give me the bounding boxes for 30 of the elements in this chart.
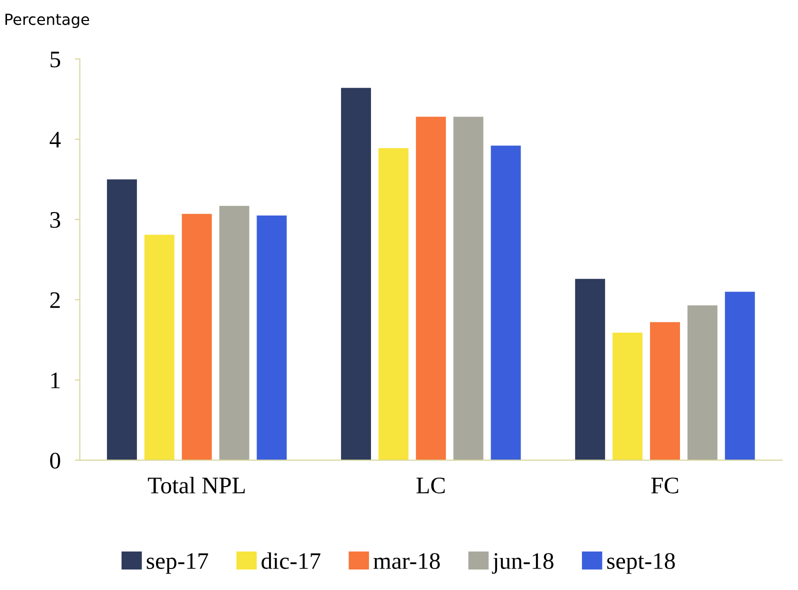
y-tick-label: 4 bbox=[50, 132, 61, 148]
bar bbox=[341, 88, 371, 460]
bar bbox=[378, 148, 408, 460]
bar bbox=[144, 234, 174, 460]
x-tick-label: Total NPL bbox=[148, 476, 245, 494]
x-tick-label: FC bbox=[651, 478, 678, 494]
y-tick-label: 0 bbox=[50, 452, 60, 469]
bar bbox=[219, 206, 250, 460]
bar bbox=[650, 322, 680, 460]
y-tick-label: 5 bbox=[50, 52, 60, 68]
bar bbox=[182, 214, 212, 460]
bar bbox=[724, 292, 755, 460]
bar bbox=[106, 179, 137, 460]
legend-label: sept-18 bbox=[607, 553, 675, 574]
bar bbox=[687, 305, 718, 460]
legend-label: dic-17 bbox=[262, 552, 320, 570]
bar bbox=[575, 278, 606, 460]
bar bbox=[612, 332, 643, 460]
legend-label: sep-17 bbox=[146, 553, 208, 574]
legend-label: mar-18 bbox=[374, 553, 440, 570]
legend-label: jun-18 bbox=[492, 553, 554, 574]
bar bbox=[490, 146, 521, 460]
y-axis-title: Percentage bbox=[5, 14, 90, 28]
bar bbox=[256, 215, 287, 460]
y-tick-label: 3 bbox=[50, 212, 60, 228]
bar bbox=[416, 116, 446, 460]
bar bbox=[453, 116, 484, 460]
y-tick-label: 1 bbox=[51, 372, 60, 388]
y-tick-label: 2 bbox=[50, 292, 60, 308]
x-tick-label: LC bbox=[416, 478, 445, 494]
